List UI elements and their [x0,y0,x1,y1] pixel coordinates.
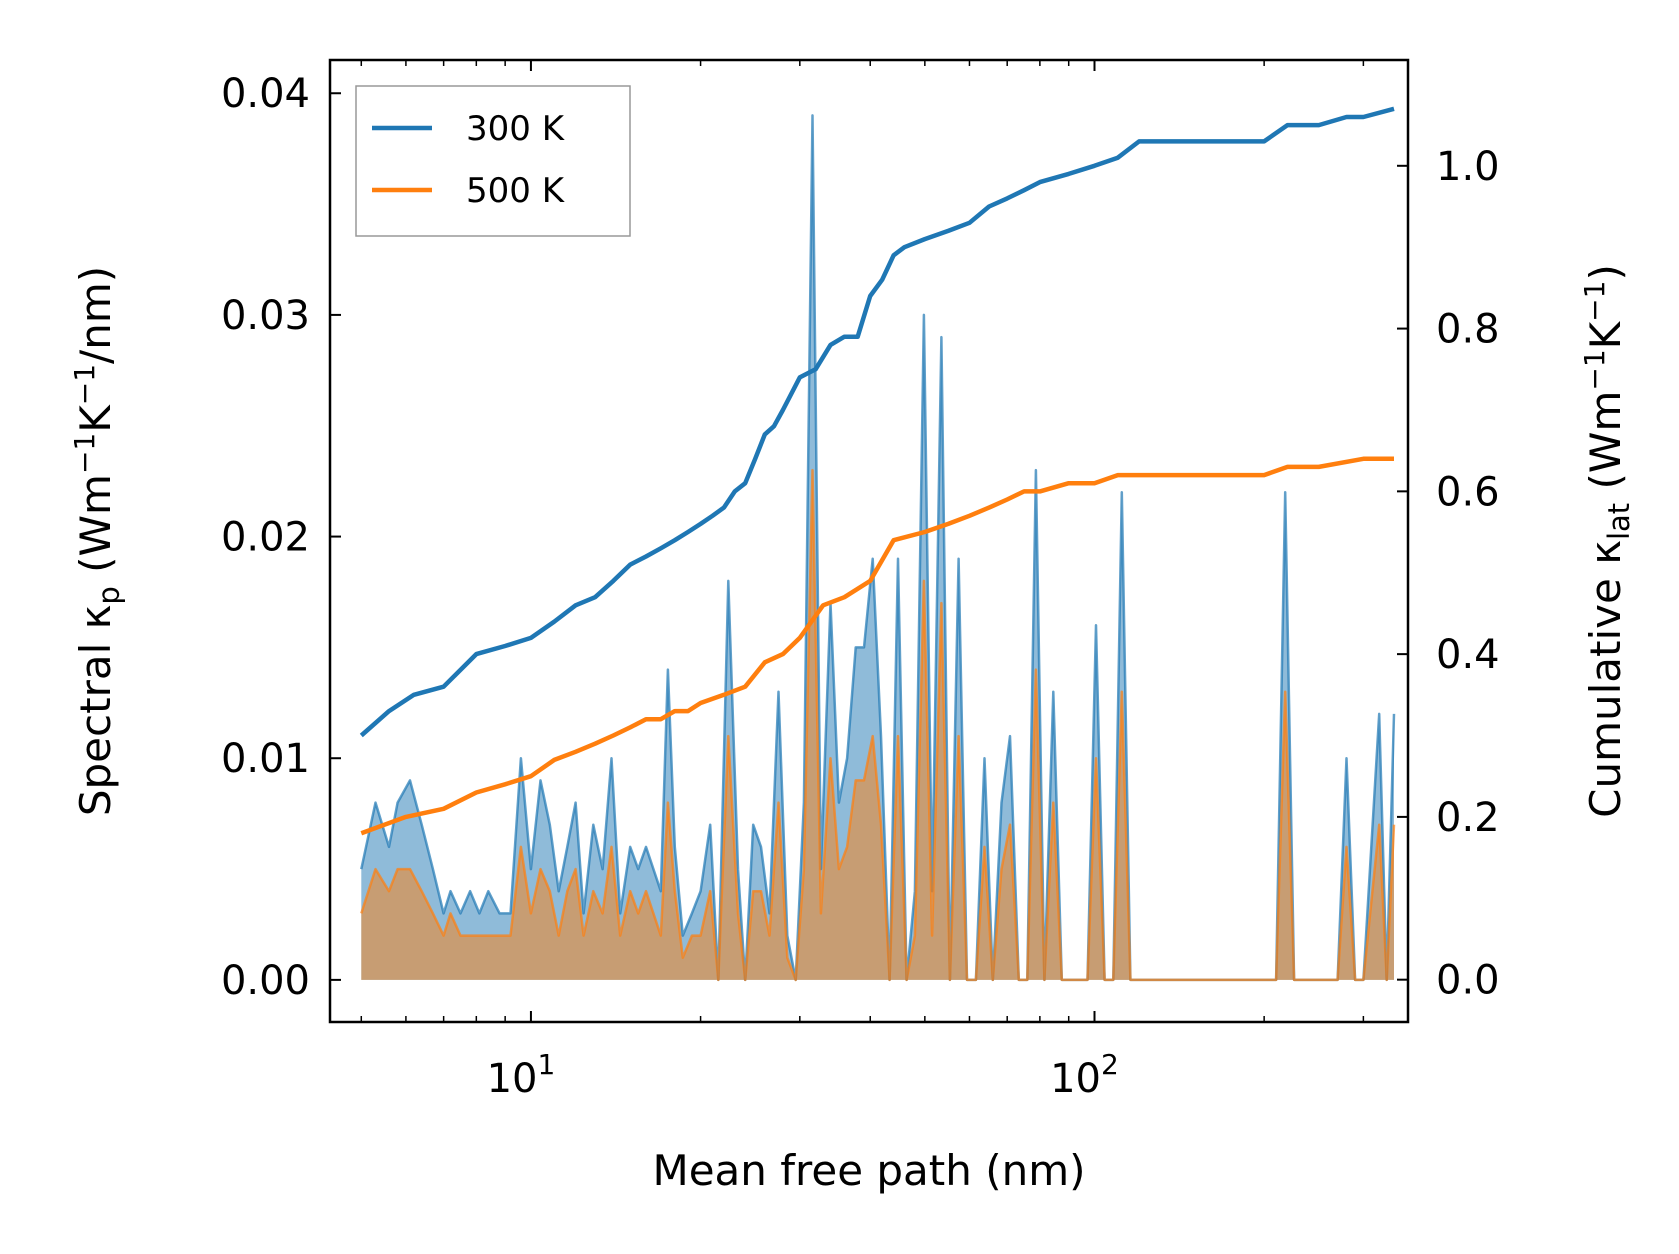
tick-labels: 0.00 0.01 0.02 0.03 0.04 0.0 0.2 0.4 0.6 0.8 1.0 10… [221,71,1500,1102]
right-tick-label: 0.6 [1436,469,1500,515]
left-tick-label: 0.00 [221,958,310,1004]
right-tick-label: 1.0 [1436,144,1500,190]
legend-label-500k: 500 K [466,171,566,211]
x-tick-label: 101 [487,1048,556,1102]
left-tick-label: 0.03 [221,293,310,339]
right-title-unit-e: ) [1581,264,1630,280]
legend-label-300k: 300 K [466,109,566,149]
legend-box [355,85,631,237]
left-tick-label: 0.01 [221,736,310,782]
left-tick-label: 0.04 [221,71,310,117]
right-axis-title: Cumulative κlat (Wm−1K−1) [1578,264,1636,818]
left-title-sub: p [92,586,126,604]
x-tick-base: 10 [487,1056,538,1102]
right-title-unit-a: (Wm [1581,391,1630,490]
spectral-line-300-k [360,114,1396,982]
spectral-line-500-k [360,468,1396,982]
cumulative-line-500-k [360,456,1394,836]
legend: 300 K 500 K [355,85,631,237]
left-title-unit-d: −1 [68,364,101,405]
right-title-main: Cumulative κ [1581,540,1630,818]
axis-ticks [330,60,1408,1022]
cumulative-line-300-k [359,106,1395,738]
left-title-unit-e: /nm) [71,266,120,364]
series-lines [359,106,1396,982]
right-tick-label: 0.4 [1436,632,1500,678]
left-tick-label: 0.02 [221,515,310,561]
right-title-unit-c: K [1581,320,1630,349]
left-title-unit-a: (Wm [71,474,120,573]
left-title-unit-b: −1 [68,433,101,474]
spectral-fill-500-k [361,470,1394,980]
x-tick-exponent: 2 [1101,1048,1119,1081]
right-tick-label: 0.8 [1436,307,1500,353]
left-title-unit-c: K [71,404,120,433]
right-tick-label: 0.0 [1436,958,1500,1004]
x-tick-exponent: 1 [537,1048,555,1081]
right-title-unit-b: −1 [1578,349,1611,390]
right-title-sub: lat [1602,503,1636,540]
left-axis-title: Spectral κp (Wm−1K−1/nm) [68,266,126,816]
right-tick-label: 0.2 [1436,795,1500,841]
right-title-unit-d: −1 [1578,281,1611,322]
x-axis-title: Mean free path (nm) [652,1146,1085,1195]
plot-frame [328,58,1410,1024]
x-tick-label: 102 [1050,1048,1119,1102]
x-tick-base: 10 [1050,1056,1101,1102]
left-title-main: Spectral κ [71,605,120,817]
